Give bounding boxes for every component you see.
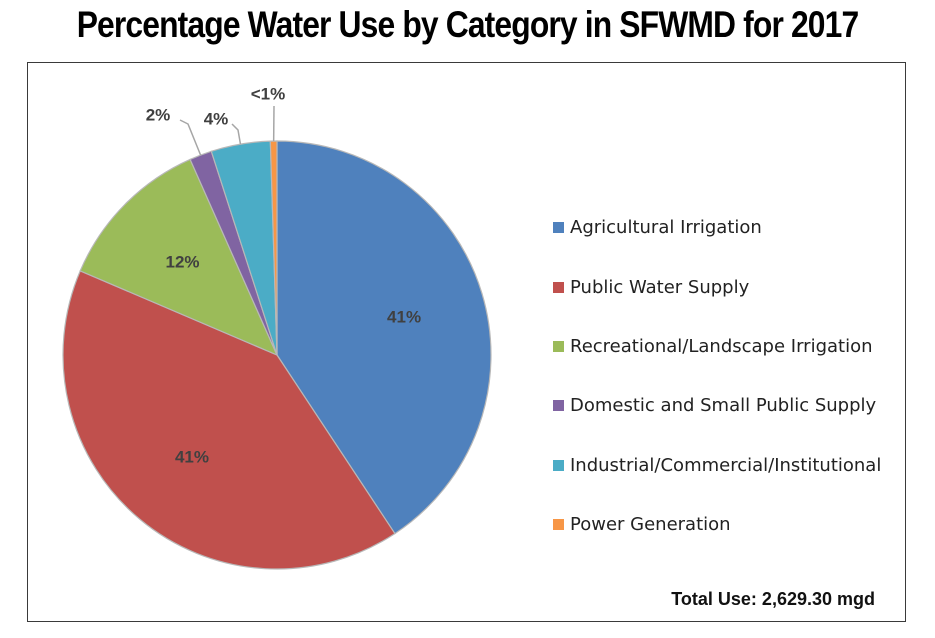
legend-label: Industrial/Commercial/Institutional bbox=[570, 454, 882, 476]
data-label-public-water-supply: 41% bbox=[175, 447, 209, 466]
legend-item-recreational-landscape-irrigation: Recreational/Landscape Irrigation bbox=[553, 317, 881, 376]
leader-line-domestic-and-small-public-supply bbox=[179, 119, 202, 156]
legend-item-industrial-commercial-institutional: Industrial/Commercial/Institutional bbox=[553, 436, 881, 495]
leader-line-industrial-commercial-institutional bbox=[231, 123, 242, 145]
data-label-industrial-commercial-institutional: 4% bbox=[204, 110, 229, 129]
legend-swatch bbox=[553, 222, 564, 234]
pie-slice-recreational-landscape-irrigation bbox=[79, 158, 279, 357]
chart-frame bbox=[27, 62, 906, 622]
legend: Agricultural Irrigation Public Water Sup… bbox=[553, 198, 881, 554]
legend-label: Public Water Supply bbox=[570, 276, 750, 298]
legend-swatch bbox=[553, 340, 564, 352]
data-label-agricultural-irrigation: 41% bbox=[387, 307, 421, 326]
data-label-power-generation: <1% bbox=[251, 85, 286, 104]
legend-swatch bbox=[553, 519, 564, 531]
legend-swatch bbox=[553, 400, 564, 412]
data-label-recreational-landscape-irrigation: 12% bbox=[166, 252, 200, 271]
legend-item-power-generation: Power Generation bbox=[553, 495, 881, 554]
legend-label: Recreational/Landscape Irrigation bbox=[570, 335, 873, 357]
legend-swatch bbox=[553, 459, 564, 471]
pie-slice-public-water-supply bbox=[62, 270, 396, 570]
legend-item-public-water-supply: Public Water Supply bbox=[553, 257, 881, 316]
legend-swatch bbox=[553, 281, 564, 293]
legend-label: Agricultural Irrigation bbox=[570, 217, 762, 239]
legend-item-agricultural-irrigation: Agricultural Irrigation bbox=[553, 198, 881, 257]
total-use-label: Total Use: 2,629.30 mgd bbox=[671, 589, 875, 609]
legend-item-domestic-small-public-supply: Domestic and Small Public Supply bbox=[553, 376, 881, 435]
legend-label: Power Generation bbox=[570, 514, 731, 536]
chart-title: Percentage Water Use by Category in SFWM… bbox=[76, 4, 859, 45]
data-label-domestic-and-small-public-supply: 2% bbox=[146, 106, 171, 125]
legend-label: Domestic and Small Public Supply bbox=[570, 395, 877, 417]
